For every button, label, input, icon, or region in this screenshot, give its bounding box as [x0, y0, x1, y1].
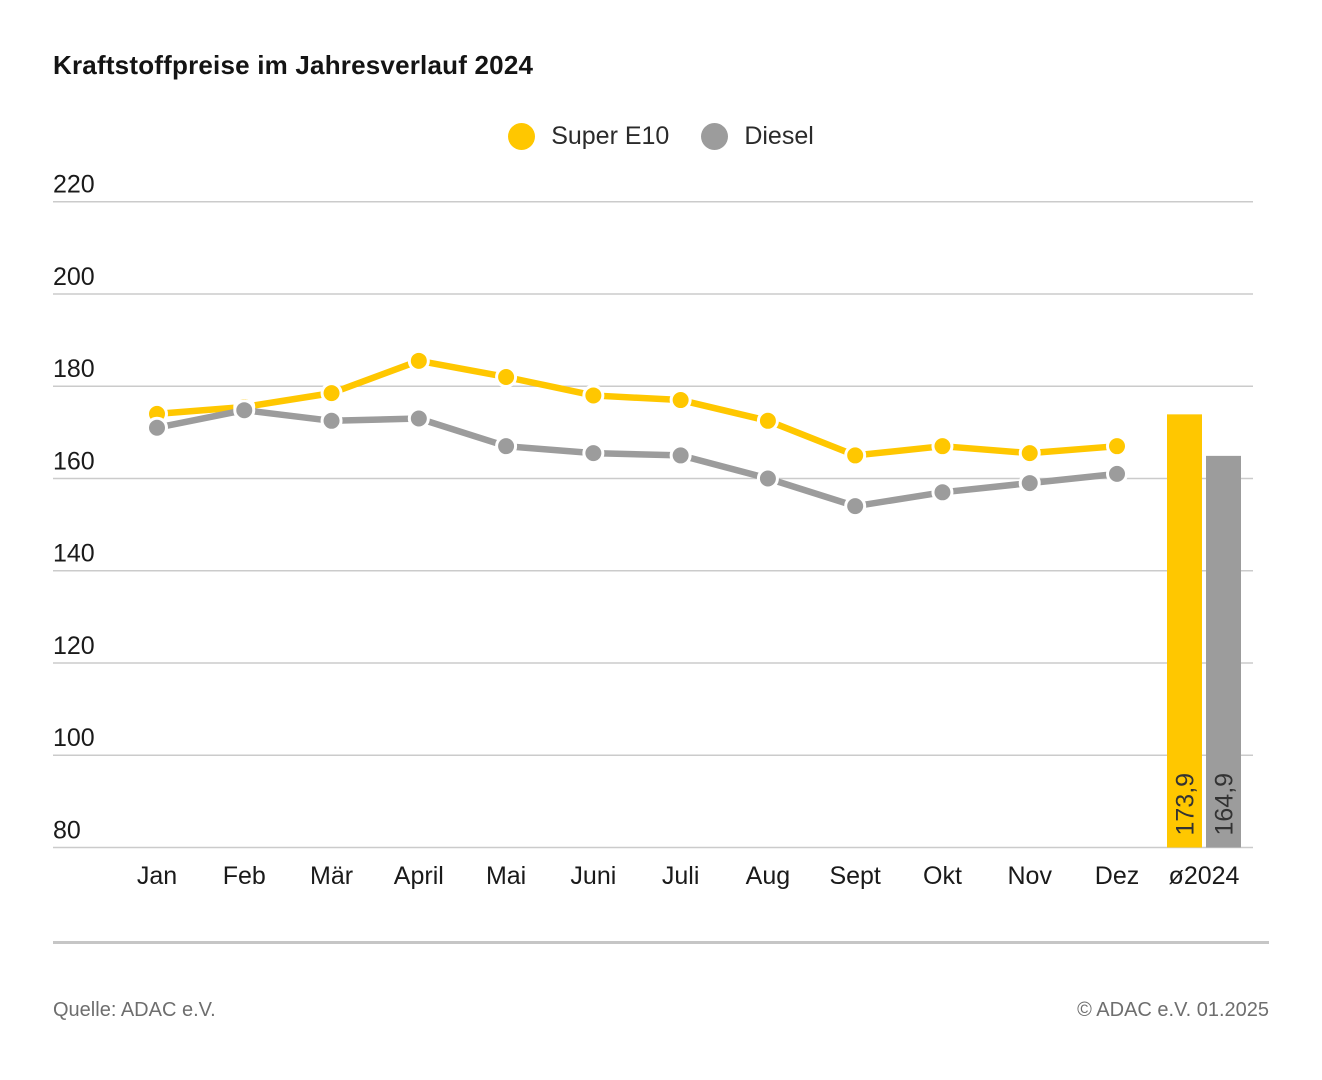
x-axis-label-nov: Nov: [1007, 862, 1052, 890]
page-title: Kraftstoffpreise im Jahresverlauf 2024: [53, 50, 534, 80]
data-point-diesel-nov: [1018, 472, 1041, 495]
data-point-super-e10-april: [407, 349, 430, 372]
average-bar-value-super-e10: 173,9: [1172, 773, 1200, 836]
y-axis-tick-220: 220: [53, 171, 95, 199]
legend-marker-diesel-icon: [701, 123, 729, 150]
series-line-super-e10: [153, 357, 1121, 459]
y-axis-tick-100: 100: [53, 724, 95, 752]
y-axis-tick-120: 120: [53, 632, 95, 660]
y-axis-tick-140: 140: [53, 540, 95, 568]
legend-label-super-e10: Super E10: [551, 122, 670, 150]
data-point-super-e10-juni: [582, 384, 605, 407]
series-line-diesel: [153, 406, 1121, 510]
data-point-diesel-jan: [146, 416, 168, 439]
data-point-super-e10-nov: [1018, 442, 1041, 465]
source-note: Quelle: ADAC e.V.: [53, 999, 216, 1021]
x-axis-label-average: ø2024: [1169, 862, 1240, 890]
legend-label-diesel: Diesel: [744, 122, 814, 150]
data-point-diesel-juli: [669, 444, 692, 467]
footer-divider: [53, 941, 1269, 944]
average-bar-value-diesel: 164,9: [1211, 773, 1239, 836]
data-point-super-e10-dez: [1106, 435, 1128, 458]
average-bar-diesel: [1206, 455, 1241, 848]
y-axis-tick-80: 80: [53, 817, 81, 845]
data-point-diesel-m-r: [320, 409, 343, 432]
data-point-super-e10-mai: [495, 365, 518, 388]
legend-item-diesel: Diesel: [701, 122, 814, 151]
y-axis-tick-160: 160: [53, 447, 95, 475]
x-axis-label-april: April: [394, 862, 444, 890]
x-axis-label-juli: Juli: [662, 862, 700, 890]
x-axis-label-dez: Dez: [1095, 862, 1139, 890]
legend-marker-super-e10-icon: [508, 123, 536, 150]
data-point-super-e10-m-r: [320, 382, 343, 405]
data-point-super-e10-juli: [669, 389, 692, 412]
data-point-diesel-juni: [582, 442, 605, 465]
legend-item-super-e10: Super E10: [508, 122, 669, 151]
copyright-note: © ADAC e.V. 01.2025: [1077, 999, 1269, 1021]
data-point-diesel-aug: [756, 467, 779, 490]
data-point-diesel-okt: [931, 481, 954, 504]
data-point-diesel-april: [407, 407, 430, 430]
data-point-super-e10-aug: [756, 409, 779, 432]
x-axis-label-m-r: Mär: [310, 862, 353, 890]
x-axis-label-aug: Aug: [746, 862, 790, 890]
data-point-super-e10-sept: [844, 444, 867, 467]
average-bar-super-e10: [1167, 414, 1202, 848]
x-axis-label-juni: Juni: [570, 862, 616, 890]
x-axis-label-mai: Mai: [486, 862, 526, 890]
x-axis-label-jan: Jan: [137, 862, 177, 890]
x-axis-label-sept: Sept: [829, 862, 880, 890]
data-point-diesel-mai: [495, 435, 518, 458]
chart-legend: Super E10 Diesel: [0, 122, 1322, 151]
x-axis-label-feb: Feb: [223, 862, 266, 890]
x-axis-label-okt: Okt: [923, 862, 962, 890]
y-axis-tick-200: 200: [53, 263, 95, 291]
data-point-diesel-feb: [233, 399, 256, 422]
data-point-diesel-sept: [844, 495, 867, 518]
y-axis-tick-180: 180: [53, 355, 95, 383]
data-point-super-e10-okt: [931, 435, 954, 458]
data-point-diesel-dez: [1106, 462, 1128, 485]
